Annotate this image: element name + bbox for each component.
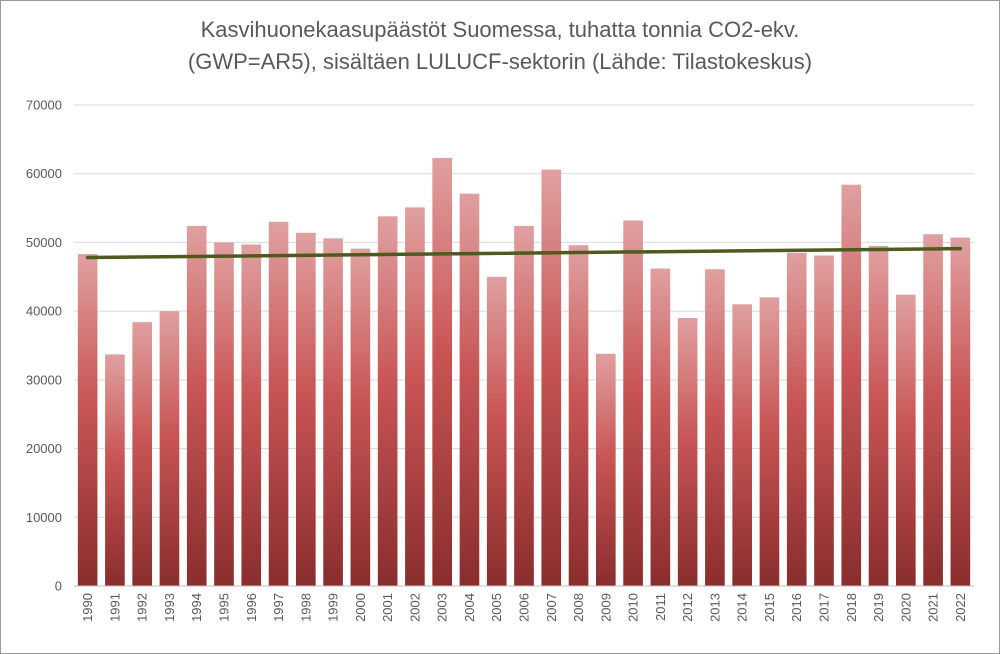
y-tick-label: 0 xyxy=(55,579,62,594)
chart-title-line2: (GWP=AR5), sisältäen LULUCF-sektorin (Lä… xyxy=(187,49,813,74)
x-tick-label: 2012 xyxy=(680,593,695,622)
bar-2002 xyxy=(405,207,425,587)
x-tick-label: 1990 xyxy=(80,593,95,622)
bar-1994 xyxy=(186,225,207,587)
x-tick-label: 1991 xyxy=(107,593,122,622)
bar-2004 xyxy=(459,193,480,587)
y-tick-label: 50000 xyxy=(26,235,62,250)
bar-2015 xyxy=(759,297,780,586)
bar-1992 xyxy=(132,322,152,586)
bar-2021 xyxy=(923,234,943,586)
bar-2011 xyxy=(650,268,671,586)
bar-1999 xyxy=(323,238,343,586)
bar-2016 xyxy=(786,252,807,586)
x-tick-label: 1992 xyxy=(135,593,150,622)
trendline xyxy=(85,246,963,260)
bar-1997 xyxy=(268,221,289,587)
y-tick-label: 30000 xyxy=(26,372,62,387)
bar-2003 xyxy=(432,157,452,586)
bars xyxy=(77,157,971,587)
x-tick-label: 2017 xyxy=(817,593,832,622)
x-tick-label: 2008 xyxy=(571,593,586,622)
x-tick-label: 2007 xyxy=(544,593,559,622)
chart-title: Kasvihuonekaasupäästöt Suomessa, tuhatta… xyxy=(0,14,1000,78)
x-axis-tick-labels: 1990 1991 1992 1993 1994 1995 1996 1997 1998 1999… xyxy=(80,593,968,622)
bar-1995 xyxy=(214,242,234,586)
y-axis-tick-labels: 0 10000 20000 30000 40000 50000 60000 70000 xyxy=(26,98,62,594)
bar-2009 xyxy=(596,353,616,586)
bar-1990 xyxy=(77,254,98,587)
bar-2017 xyxy=(814,255,834,586)
bar-2007 xyxy=(541,169,562,586)
x-tick-label: 2019 xyxy=(871,593,886,622)
x-tick-label: 2013 xyxy=(707,593,722,622)
bar-1998 xyxy=(296,232,316,586)
x-tick-label: 2005 xyxy=(489,593,504,622)
x-tick-label: 1997 xyxy=(271,593,286,622)
y-tick-label: 40000 xyxy=(26,304,62,319)
x-tick-label: 2011 xyxy=(653,593,668,621)
x-tick-label: 2022 xyxy=(953,593,968,622)
x-tick-label: 2021 xyxy=(926,593,941,622)
x-tick-label: 1999 xyxy=(326,593,341,622)
x-tick-label: 1994 xyxy=(189,593,204,622)
bar-1993 xyxy=(159,311,180,586)
bar-1996 xyxy=(241,244,262,587)
x-tick-label: 2020 xyxy=(898,593,913,622)
y-tick-label: 10000 xyxy=(26,510,62,525)
chart-title-line1: Kasvihuonekaasupäästöt Suomessa, tuhatta… xyxy=(200,17,800,42)
bar-2000 xyxy=(350,248,371,586)
bar-2013 xyxy=(705,269,725,586)
x-tick-label: 2006 xyxy=(517,593,532,622)
bar-2008 xyxy=(568,245,589,587)
bar-2006 xyxy=(514,225,534,587)
x-tick-label: 2009 xyxy=(598,593,613,622)
bar-2022 xyxy=(950,237,971,586)
bar-2018 xyxy=(841,184,862,587)
y-tick-label: 20000 xyxy=(26,441,62,456)
x-tick-label: 2015 xyxy=(762,593,777,622)
bar-2012 xyxy=(677,318,698,586)
x-tick-label: 1993 xyxy=(162,593,177,622)
x-tick-label: 1996 xyxy=(244,593,259,622)
x-tick-label: 2000 xyxy=(353,593,368,622)
x-tick-label: 2003 xyxy=(435,593,450,622)
x-tick-label: 2016 xyxy=(789,593,804,622)
x-tick-label: 2010 xyxy=(626,593,641,622)
x-tick-label: 2002 xyxy=(407,593,422,622)
y-tick-label: 60000 xyxy=(26,166,62,181)
bar-2020 xyxy=(896,294,916,586)
bar-2010 xyxy=(623,220,643,586)
x-tick-label: 2004 xyxy=(462,593,477,622)
x-tick-label: 2001 xyxy=(380,593,395,622)
y-tick-label: 70000 xyxy=(26,98,62,113)
bar-2001 xyxy=(377,216,398,586)
bar-2014 xyxy=(732,304,752,586)
bar-2019 xyxy=(868,245,889,586)
x-tick-label: 2018 xyxy=(844,593,859,622)
x-tick-label: 2014 xyxy=(735,593,750,622)
bar-1991 xyxy=(105,354,125,586)
x-tick-label: 1995 xyxy=(217,593,232,622)
bar-2005 xyxy=(486,276,507,586)
x-tick-label: 1998 xyxy=(298,593,313,622)
